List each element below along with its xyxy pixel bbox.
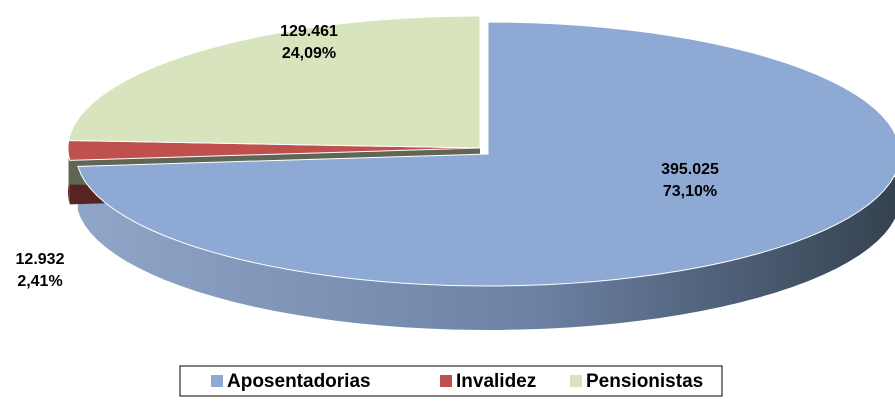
slice bbox=[67, 139, 481, 161]
legend-label: Invalidez bbox=[456, 371, 536, 392]
legend-label: Aposentadorias bbox=[227, 371, 371, 392]
value-label: 129.461 bbox=[280, 23, 338, 40]
legend-swatch bbox=[211, 375, 223, 387]
percent-label: 73,10% bbox=[663, 183, 717, 200]
legend-swatch bbox=[440, 375, 452, 387]
slice bbox=[68, 15, 481, 149]
pie bbox=[67, 15, 895, 330]
legend: Aposentadorias Invalidez Pensionistas bbox=[211, 371, 703, 392]
legend-swatch bbox=[570, 375, 582, 387]
percent-label: 2,41% bbox=[17, 273, 62, 290]
value-label: 12.932 bbox=[16, 251, 65, 268]
percent-label: 24,09% bbox=[282, 45, 336, 62]
value-label: 395.025 bbox=[661, 161, 719, 178]
legend-label: Pensionistas bbox=[586, 371, 703, 392]
data-labels: 395.025 73,10% 12.932 2,41% 129.461 24,09% bbox=[16, 23, 719, 290]
slice bbox=[77, 21, 895, 287]
